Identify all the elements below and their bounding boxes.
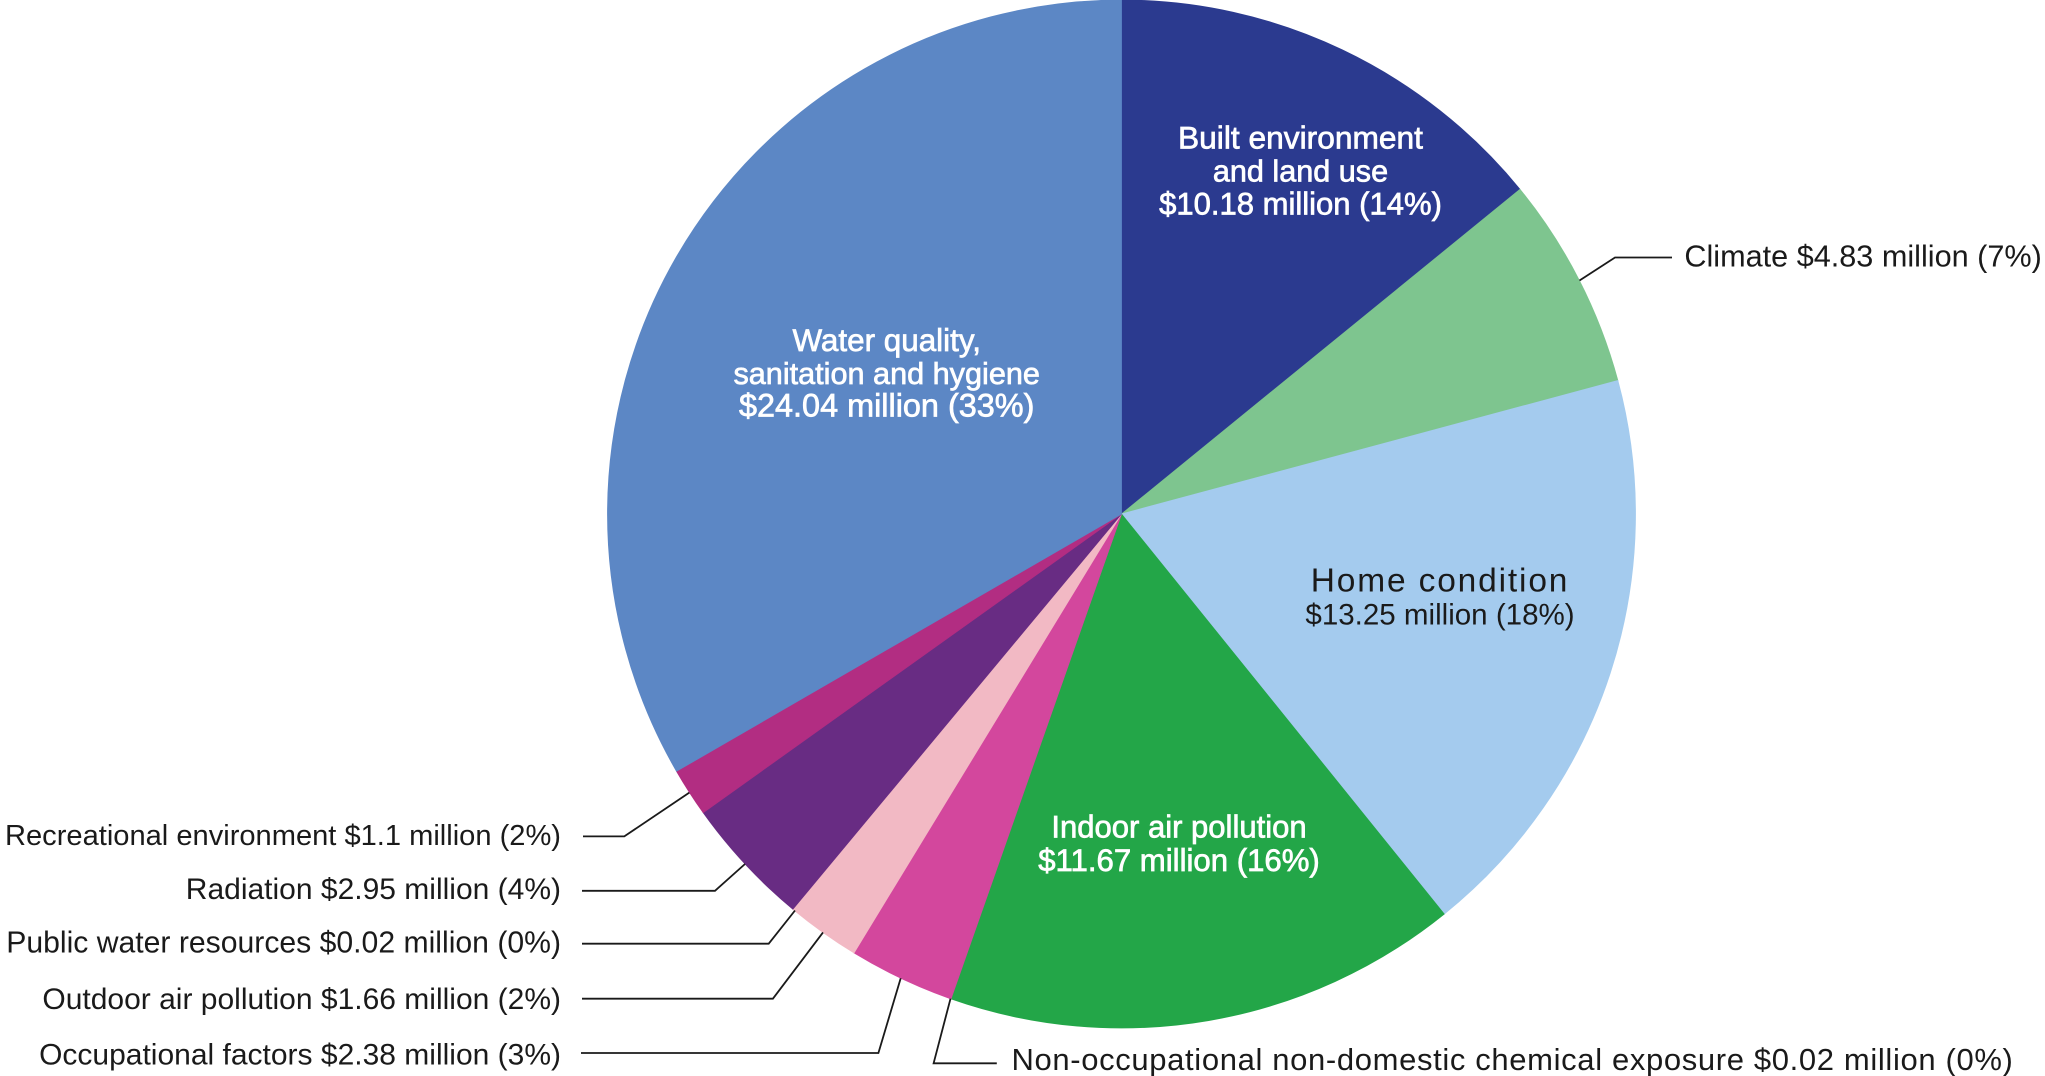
svg-text:Non-occupational non-domestic: Non-occupational non-domestic chemical e… — [1012, 1042, 2014, 1076]
svg-text:Home condition: Home condition — [1311, 563, 1570, 600]
svg-text:Recreational environment $1.1: Recreational environment $1.1 million (2… — [5, 820, 561, 852]
svg-text:$13.25 million (18%): $13.25 million (18%) — [1305, 599, 1574, 632]
svg-text:Outdoor air pollution $1.66 mi: Outdoor air pollution $1.66 million (2%) — [42, 983, 561, 1016]
svg-text:Indoor air pollution: Indoor air pollution — [1051, 810, 1306, 845]
svg-text:sanitation and hygiene: sanitation and hygiene — [733, 357, 1040, 391]
svg-text:$10.18 million (14%): $10.18 million (14%) — [1159, 187, 1442, 222]
svg-text:Occupational factors $2.38 mil: Occupational factors $2.38 million (3%) — [39, 1038, 561, 1071]
svg-text:$24.04 million (33%): $24.04 million (33%) — [739, 388, 1034, 424]
svg-text:Water quality,: Water quality, — [792, 323, 981, 358]
svg-text:Radiation $2.95 million (4%): Radiation $2.95 million (4%) — [186, 873, 561, 906]
svg-text:Public water resources $0.02 m: Public water resources $0.02 million (0%… — [6, 926, 561, 959]
svg-text:Climate $4.83 million (7%): Climate $4.83 million (7%) — [1684, 240, 2041, 274]
svg-text:Built environment: Built environment — [1178, 119, 1423, 155]
svg-text:$11.67 million (16%): $11.67 million (16%) — [1038, 843, 1320, 878]
svg-text:and land use: and land use — [1213, 155, 1388, 189]
